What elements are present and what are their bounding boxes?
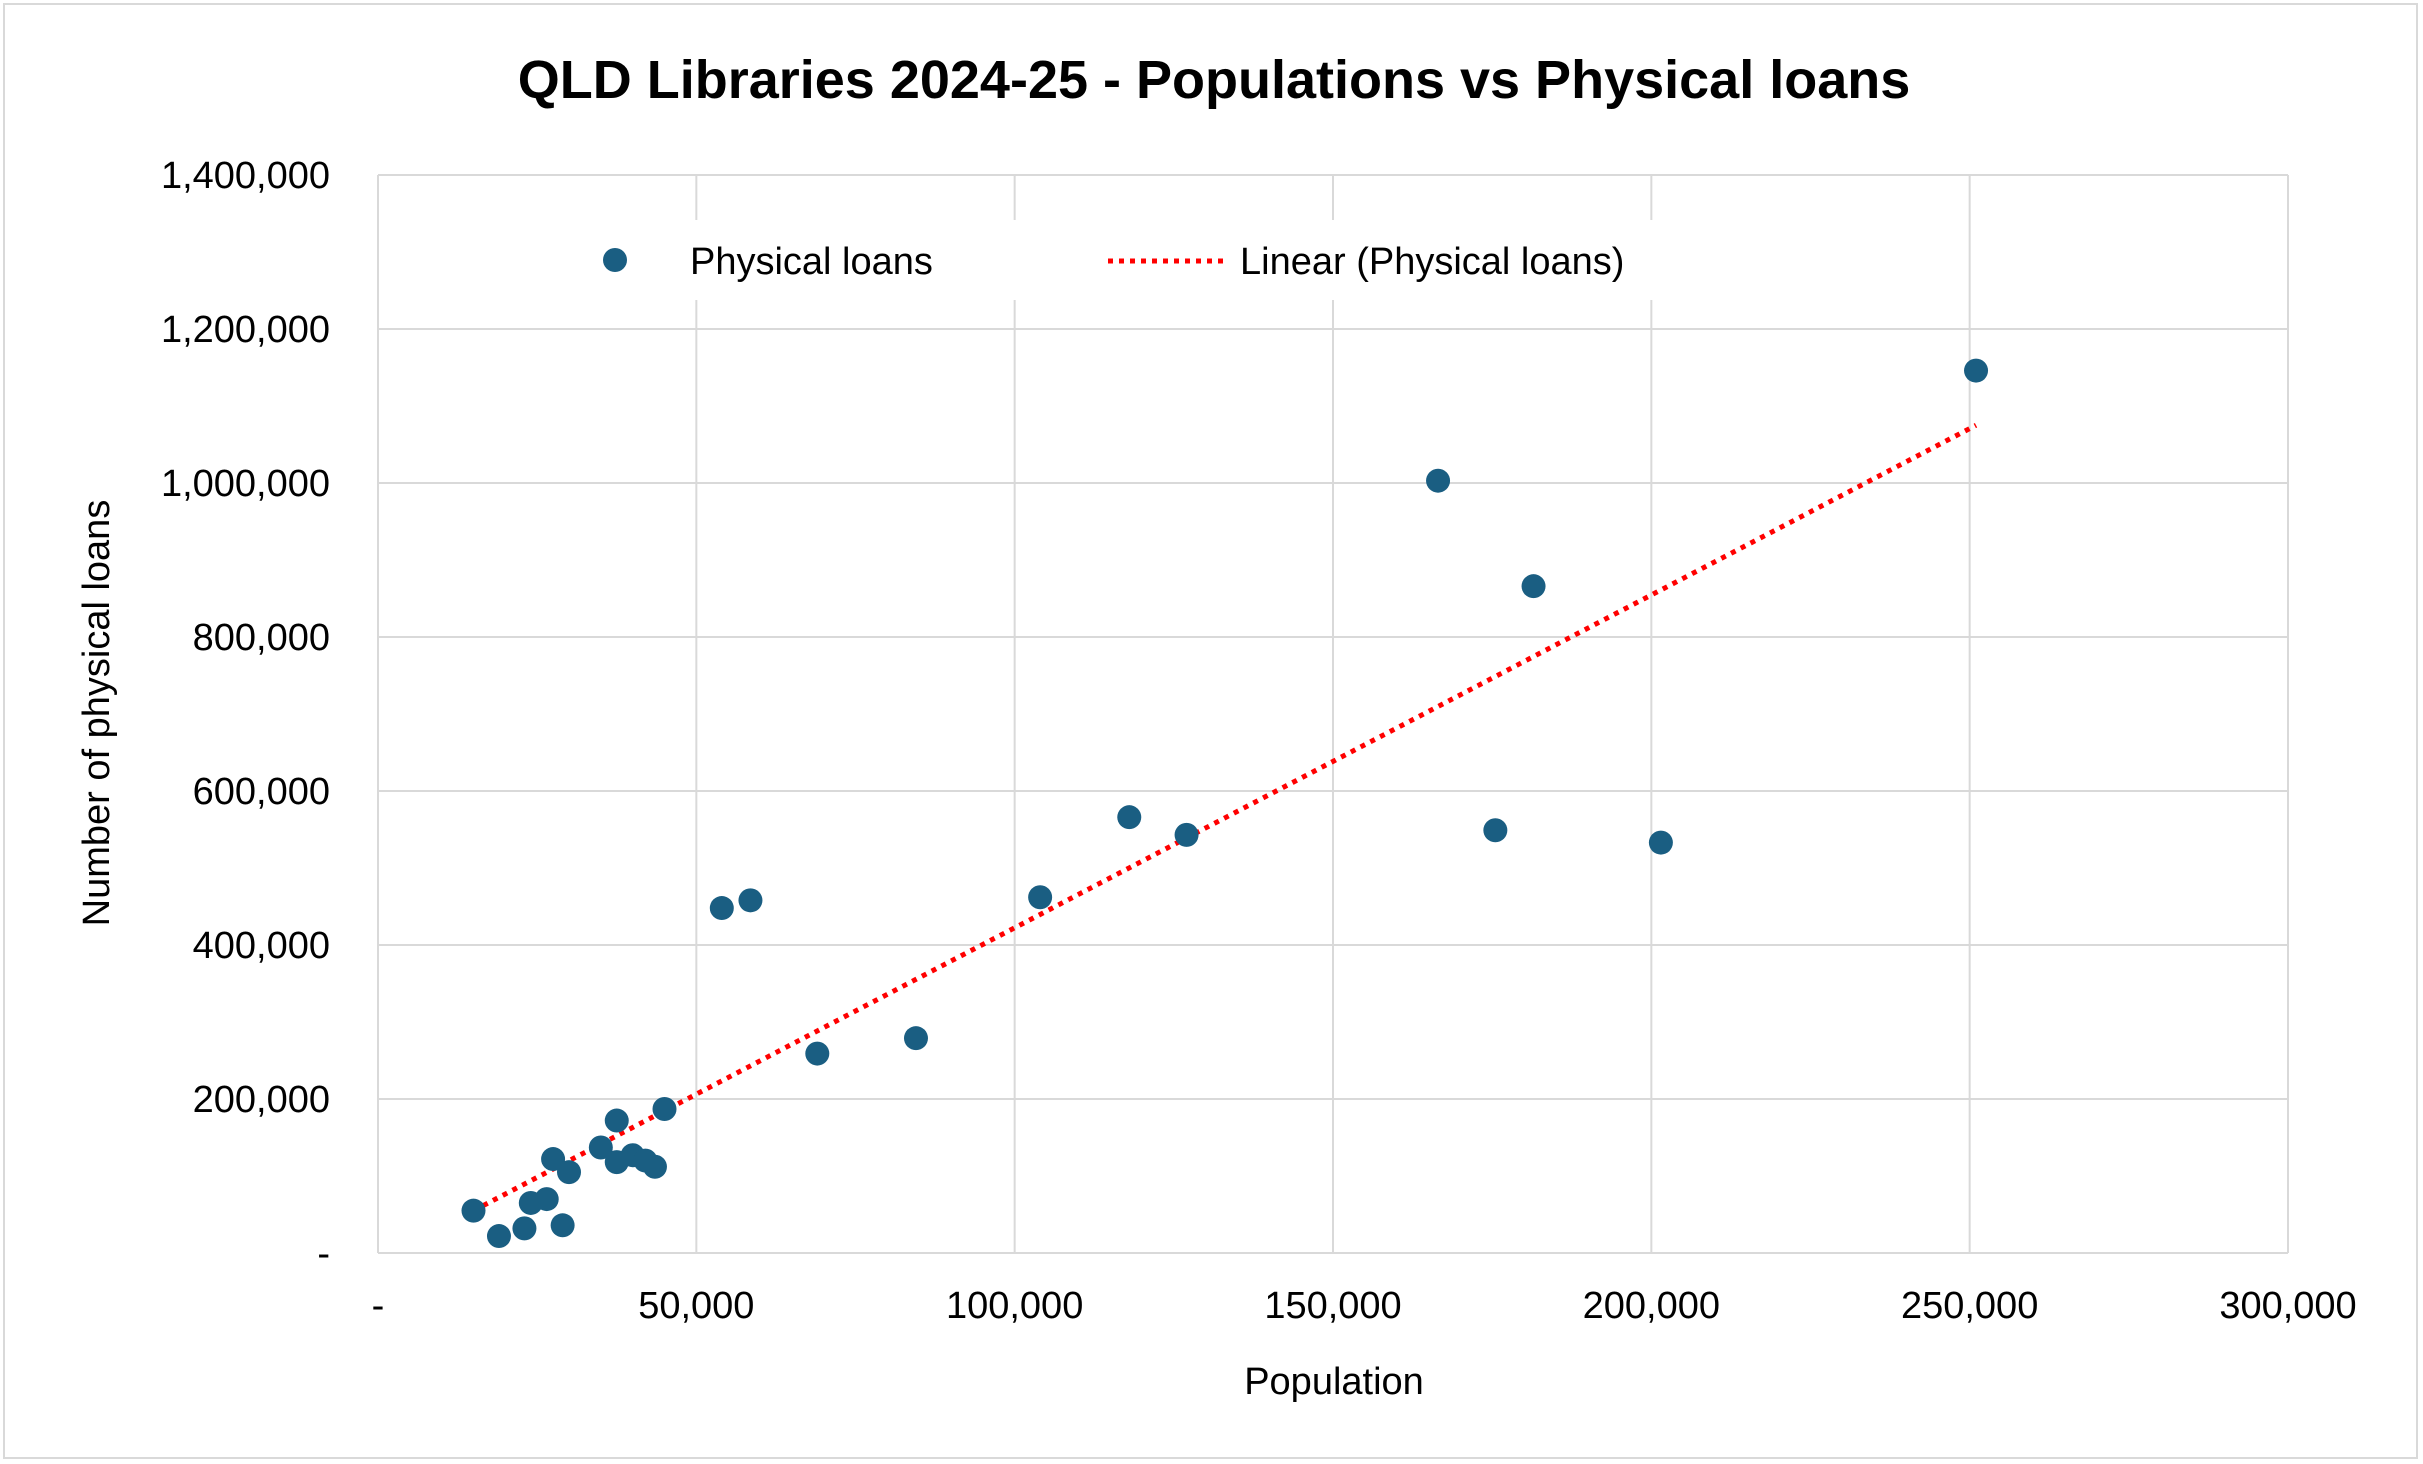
trendline-layer xyxy=(472,423,1978,1213)
x-tick-label: 50,000 xyxy=(638,1285,754,1327)
data-point[interactable] xyxy=(534,1187,559,1212)
data-point[interactable] xyxy=(557,1160,581,1185)
data-point[interactable] xyxy=(1483,818,1508,843)
data-point[interactable] xyxy=(1028,885,1053,910)
data-point[interactable] xyxy=(709,896,734,921)
data-point[interactable] xyxy=(1964,358,1989,383)
legend-label-linear-trend: Linear (Physical loans) xyxy=(1240,241,1624,283)
data-point[interactable] xyxy=(652,1097,677,1122)
data-point[interactable] xyxy=(1648,830,1673,855)
y-tick-label: 600,000 xyxy=(193,771,330,813)
trendline-linear xyxy=(472,423,1978,1213)
y-axis-title: Number of physical loans xyxy=(76,500,118,927)
legend[interactable]: Physical loans Linear (Physical loans) xyxy=(585,220,1675,300)
x-tick-label: 250,000 xyxy=(1901,1285,2038,1327)
data-point[interactable] xyxy=(805,1041,830,1066)
data-point[interactable] xyxy=(903,1026,928,1051)
axes: - 200,000 400,000 600,000 800,000 1,000,000 1,… xyxy=(161,155,2357,1327)
data-point[interactable] xyxy=(604,1108,629,1133)
data-point[interactable] xyxy=(1117,805,1142,830)
y-tick-label: 400,000 xyxy=(193,925,330,967)
data-point[interactable] xyxy=(461,1198,486,1223)
data-point[interactable] xyxy=(588,1135,613,1160)
y-tick-label: 1,000,000 xyxy=(161,463,330,505)
y-tick-label: - xyxy=(317,1233,330,1275)
data-point[interactable] xyxy=(1174,822,1199,847)
legend-marker-physical-loans xyxy=(603,248,627,272)
scatter-chart: QLD Libraries 2024-25 - Populations vs P… xyxy=(76,50,2357,1403)
gridlines xyxy=(378,174,2289,1253)
x-tick-label: 300,000 xyxy=(2219,1285,2356,1327)
y-tick-label: 1,400,000 xyxy=(161,155,330,197)
x-tick-label: 200,000 xyxy=(1583,1285,1720,1327)
legend-label-physical-loans: Physical loans xyxy=(690,241,933,283)
chart-frame: QLD Libraries 2024-25 - Populations vs P… xyxy=(3,3,2418,1459)
data-point[interactable] xyxy=(486,1224,511,1249)
y-tick-label: 800,000 xyxy=(193,617,330,659)
x-axis-title: Population xyxy=(1244,1361,1424,1403)
data-point[interactable] xyxy=(550,1213,575,1238)
x-tick-label: 150,000 xyxy=(1264,1285,1401,1327)
data-point[interactable] xyxy=(738,888,763,913)
data-points xyxy=(461,358,1989,1249)
data-point[interactable] xyxy=(512,1216,537,1241)
x-tick-label: 100,000 xyxy=(946,1285,1083,1327)
data-point[interactable] xyxy=(1426,468,1451,493)
x-tick-label: - xyxy=(372,1285,385,1327)
data-point[interactable] xyxy=(541,1147,566,1172)
data-point[interactable] xyxy=(1521,574,1546,599)
y-tick-label: 200,000 xyxy=(193,1079,330,1121)
chart-title: QLD Libraries 2024-25 - Populations vs P… xyxy=(518,50,1911,110)
y-tick-label: 1,200,000 xyxy=(161,309,330,351)
data-point[interactable] xyxy=(642,1154,667,1179)
